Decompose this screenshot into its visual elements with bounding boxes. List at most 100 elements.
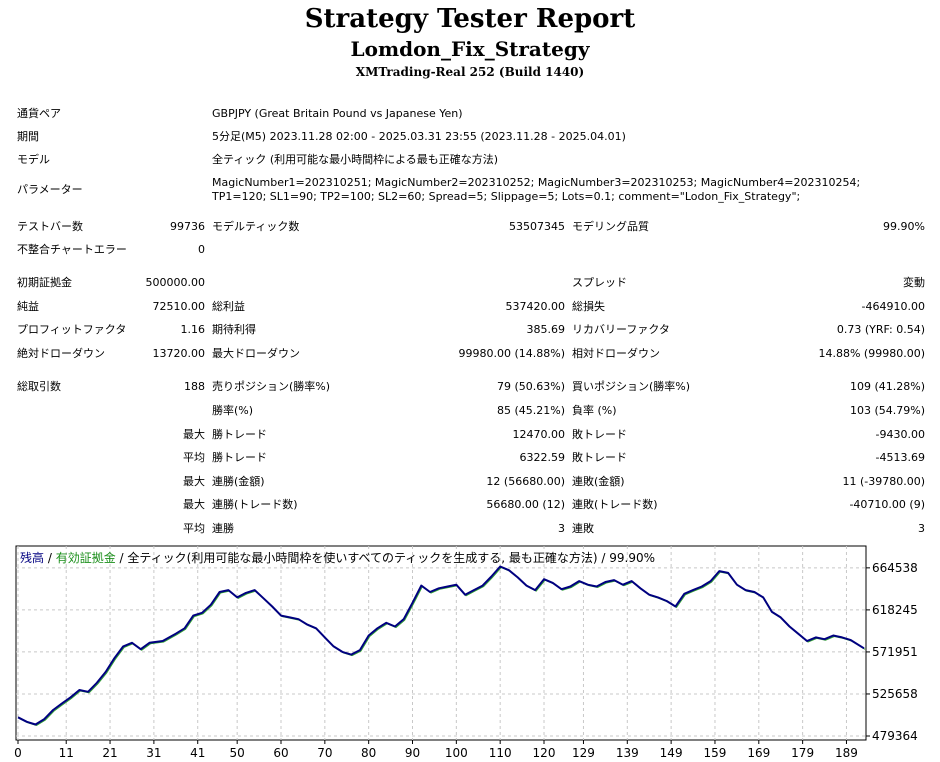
deposit-label: 初期証拠金: [17, 276, 72, 289]
short-label: 売りポジション(勝率%): [212, 380, 331, 393]
x-tick-label: 179: [791, 746, 815, 760]
caption-balance: 残高: [20, 551, 45, 565]
errors-label: 不整合チャートエラー: [17, 243, 127, 256]
gross-loss-label: 総損失: [572, 300, 605, 313]
long-value: 109 (41.28%): [849, 380, 925, 393]
x-tick-label: 80: [361, 746, 377, 760]
pf-value: 1.16: [180, 323, 206, 336]
balance-line: [17, 565, 865, 726]
avg-consec-win-value: 3: [558, 522, 565, 535]
net-value: 72510.00: [152, 300, 206, 313]
avg-loss-value: -4513.69: [875, 451, 925, 464]
max-consec-win-amt-value: 12 (56680.00): [486, 475, 565, 488]
y-tick-label: 618245: [872, 602, 918, 617]
max-win-value: 12470.00: [512, 428, 566, 441]
server-build: XMTrading-Real 252 (Build 1440): [355, 65, 585, 79]
avg-loss-label: 敗トレード: [572, 451, 627, 464]
caption-equity: 有効証拠金: [55, 551, 116, 565]
winrate-label: 勝率(%): [212, 404, 254, 417]
chart-caption: 残高 / 有効証拠金 / 全ティック(利用可能な最小時間枠を使いすべてのティック…: [20, 550, 655, 566]
avg-win-value: 6322.59: [519, 451, 566, 464]
avg-consec-loss-label: 連敗: [572, 522, 594, 535]
x-tick-label: 31: [146, 746, 162, 760]
bars-value: 99736: [170, 220, 205, 233]
model-label: モデル: [17, 153, 50, 166]
x-tick-marks: [17, 740, 847, 744]
series-group: [17, 565, 866, 727]
y-tick-label: 479364: [872, 729, 918, 743]
avg-label-2: 平均: [183, 522, 205, 535]
x-tick-label: 189: [835, 746, 858, 760]
ticks-label: モデルティック数: [212, 220, 300, 233]
plot-frame: [15, 545, 867, 741]
max-consec-win-amt-label: 連勝(金額): [212, 475, 265, 488]
x-tick-label: 21: [102, 746, 118, 760]
y-tick-label: 664538: [872, 560, 918, 575]
max-consec-win-trd-value: 56680.00 (12): [486, 498, 565, 511]
x-tick-label: 100: [444, 746, 468, 760]
x-tick-label: 129: [572, 746, 595, 760]
short-value: 79 (50.63%): [496, 380, 565, 393]
errors-value: 0: [198, 243, 205, 256]
max-consec-loss-trd-label: 連敗(トレード数): [572, 498, 658, 511]
quality-value: 99.90%: [883, 220, 925, 233]
x-tick-label: 0: [14, 746, 22, 760]
y-tick-label: 525658: [872, 686, 918, 701]
gross-loss-value: -464910.00: [861, 300, 925, 313]
caption-sep: /: [44, 551, 56, 565]
max-label-3: 最大: [183, 498, 205, 511]
recovery-value: 0.73 (YRF: 0.54): [836, 323, 925, 336]
max-label-2: 最大: [183, 475, 205, 488]
balance-chart: [15, 545, 870, 744]
max-consec-win-trd-label: 連勝(トレード数): [212, 498, 298, 511]
x-tick-label: 159: [703, 746, 727, 760]
caption-rest: / 全ティック(利用可能な最小時間枠を使いすべてのティックを生成する, 最も正確…: [115, 551, 656, 565]
max-loss-label: 敗トレード: [572, 428, 627, 441]
net-label: 純益: [17, 300, 39, 313]
x-tick-label: 90: [404, 746, 421, 760]
avg-consec-win-label: 連勝: [212, 522, 234, 535]
pair-label: 通貨ペア: [17, 107, 61, 120]
gross-profit-label: 総利益: [212, 300, 245, 313]
trades-label: 総取引数: [17, 380, 61, 393]
params-value: MagicNumber1=202310251; MagicNumber2=202…: [212, 176, 861, 203]
avg-win-label: 勝トレード: [212, 451, 267, 464]
max-consec-loss-trd-value: -40710.00 (9): [849, 498, 925, 511]
lossrate-label: 負率 (%): [572, 404, 617, 417]
x-tick-label: 41: [190, 746, 206, 760]
max-consec-loss-amt-label: 連敗(金額): [572, 475, 625, 488]
max-dd-value: 99980.00 (14.88%): [458, 347, 565, 360]
period-value: 5分足(M5) 2023.11.28 02:00 - 2025.03.31 23…: [212, 130, 626, 143]
rel-dd-label: 相対ドローダウン: [572, 347, 660, 360]
abs-dd-value: 13720.00: [152, 347, 206, 360]
x-tick-label: 110: [488, 746, 512, 760]
quality-label: モデリング品質: [572, 220, 649, 233]
grid: [16, 546, 866, 740]
spread-label: スプレッド: [572, 276, 627, 289]
gross-profit-value: 537420.00: [505, 300, 566, 313]
x-tick-label: 120: [532, 746, 556, 760]
x-tick-label: 149: [659, 746, 683, 760]
rel-dd-value: 14.88% (99980.00): [818, 347, 925, 360]
max-win-label: 勝トレード: [212, 428, 267, 441]
max-consec-loss-amt-value: 11 (-39780.00): [842, 475, 925, 488]
long-label: 買いポジション(勝率%): [572, 380, 691, 393]
x-tick-label: 60: [273, 746, 289, 760]
x-tick-label: 139: [615, 746, 639, 760]
y-tick-marks: [866, 567, 870, 737]
recovery-label: リカバリーファクタ: [572, 323, 670, 336]
report-title: Strategy Tester Report: [304, 4, 636, 34]
model-value: 全ティック (利用可能な最小時間枠による最も正確な方法): [212, 153, 499, 166]
trades-value: 188: [184, 380, 205, 393]
max-dd-label: 最大ドローダウン: [212, 347, 300, 360]
y-tick-label: 571951: [872, 644, 918, 659]
spread-value: 変動: [903, 276, 925, 289]
strategy-name: Lomdon_Fix_Strategy: [350, 37, 590, 61]
bars-label: テストバー数: [17, 220, 83, 233]
pf-label: プロフィットファクタ: [17, 323, 127, 336]
x-tick-label: 70: [317, 746, 333, 760]
x-tick-label: 169: [747, 746, 771, 760]
max-loss-value: -9430.00: [875, 428, 925, 441]
deposit-value: 500000.00: [145, 276, 206, 289]
expected-label: 期待利得: [212, 323, 256, 336]
